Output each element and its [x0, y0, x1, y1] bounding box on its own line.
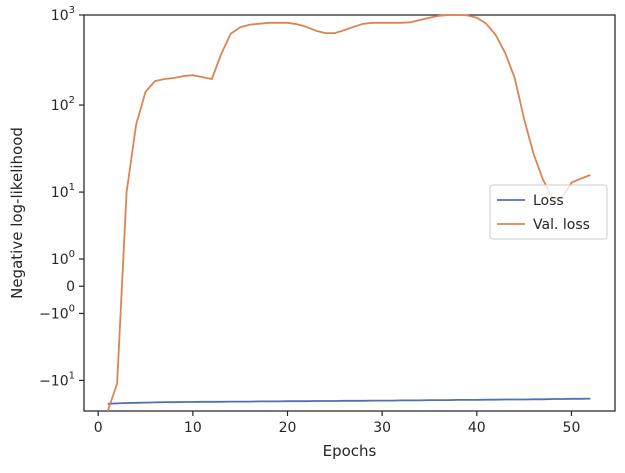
- y-axis-ticks: 103 102 101 100 0 −100 −101: [39, 5, 84, 389]
- y-axis-label: Negative log-likelihood: [8, 127, 26, 299]
- legend-label-loss: Loss: [533, 193, 564, 209]
- x-tick-label: 50: [563, 420, 581, 436]
- x-tick-label: 30: [373, 420, 391, 436]
- x-tick-label: 40: [468, 420, 486, 436]
- x-tick-label: 20: [279, 420, 297, 436]
- y-tick-label: −100: [39, 303, 75, 322]
- y-tick-label: 0: [66, 279, 75, 295]
- x-axis-ticks: 0 10 20 30 40 50: [94, 411, 581, 436]
- x-tick-label: 10: [184, 420, 202, 436]
- y-tick-label: 102: [51, 95, 75, 114]
- y-tick-label: 103: [51, 5, 75, 24]
- y-tick-label: −101: [39, 370, 75, 389]
- legend: Loss Val. loss: [489, 184, 608, 240]
- legend-box: [489, 184, 608, 240]
- legend-label-val-loss: Val. loss: [533, 217, 590, 233]
- x-tick-label: 0: [94, 420, 103, 436]
- series-line-loss: [107, 397, 591, 405]
- series-line-val-loss: [106, 14, 591, 412]
- x-axis-label: Epochs: [323, 442, 377, 460]
- y-tick-label: 100: [51, 249, 75, 268]
- y-tick-label: 101: [51, 182, 75, 201]
- series-layer: [106, 14, 591, 412]
